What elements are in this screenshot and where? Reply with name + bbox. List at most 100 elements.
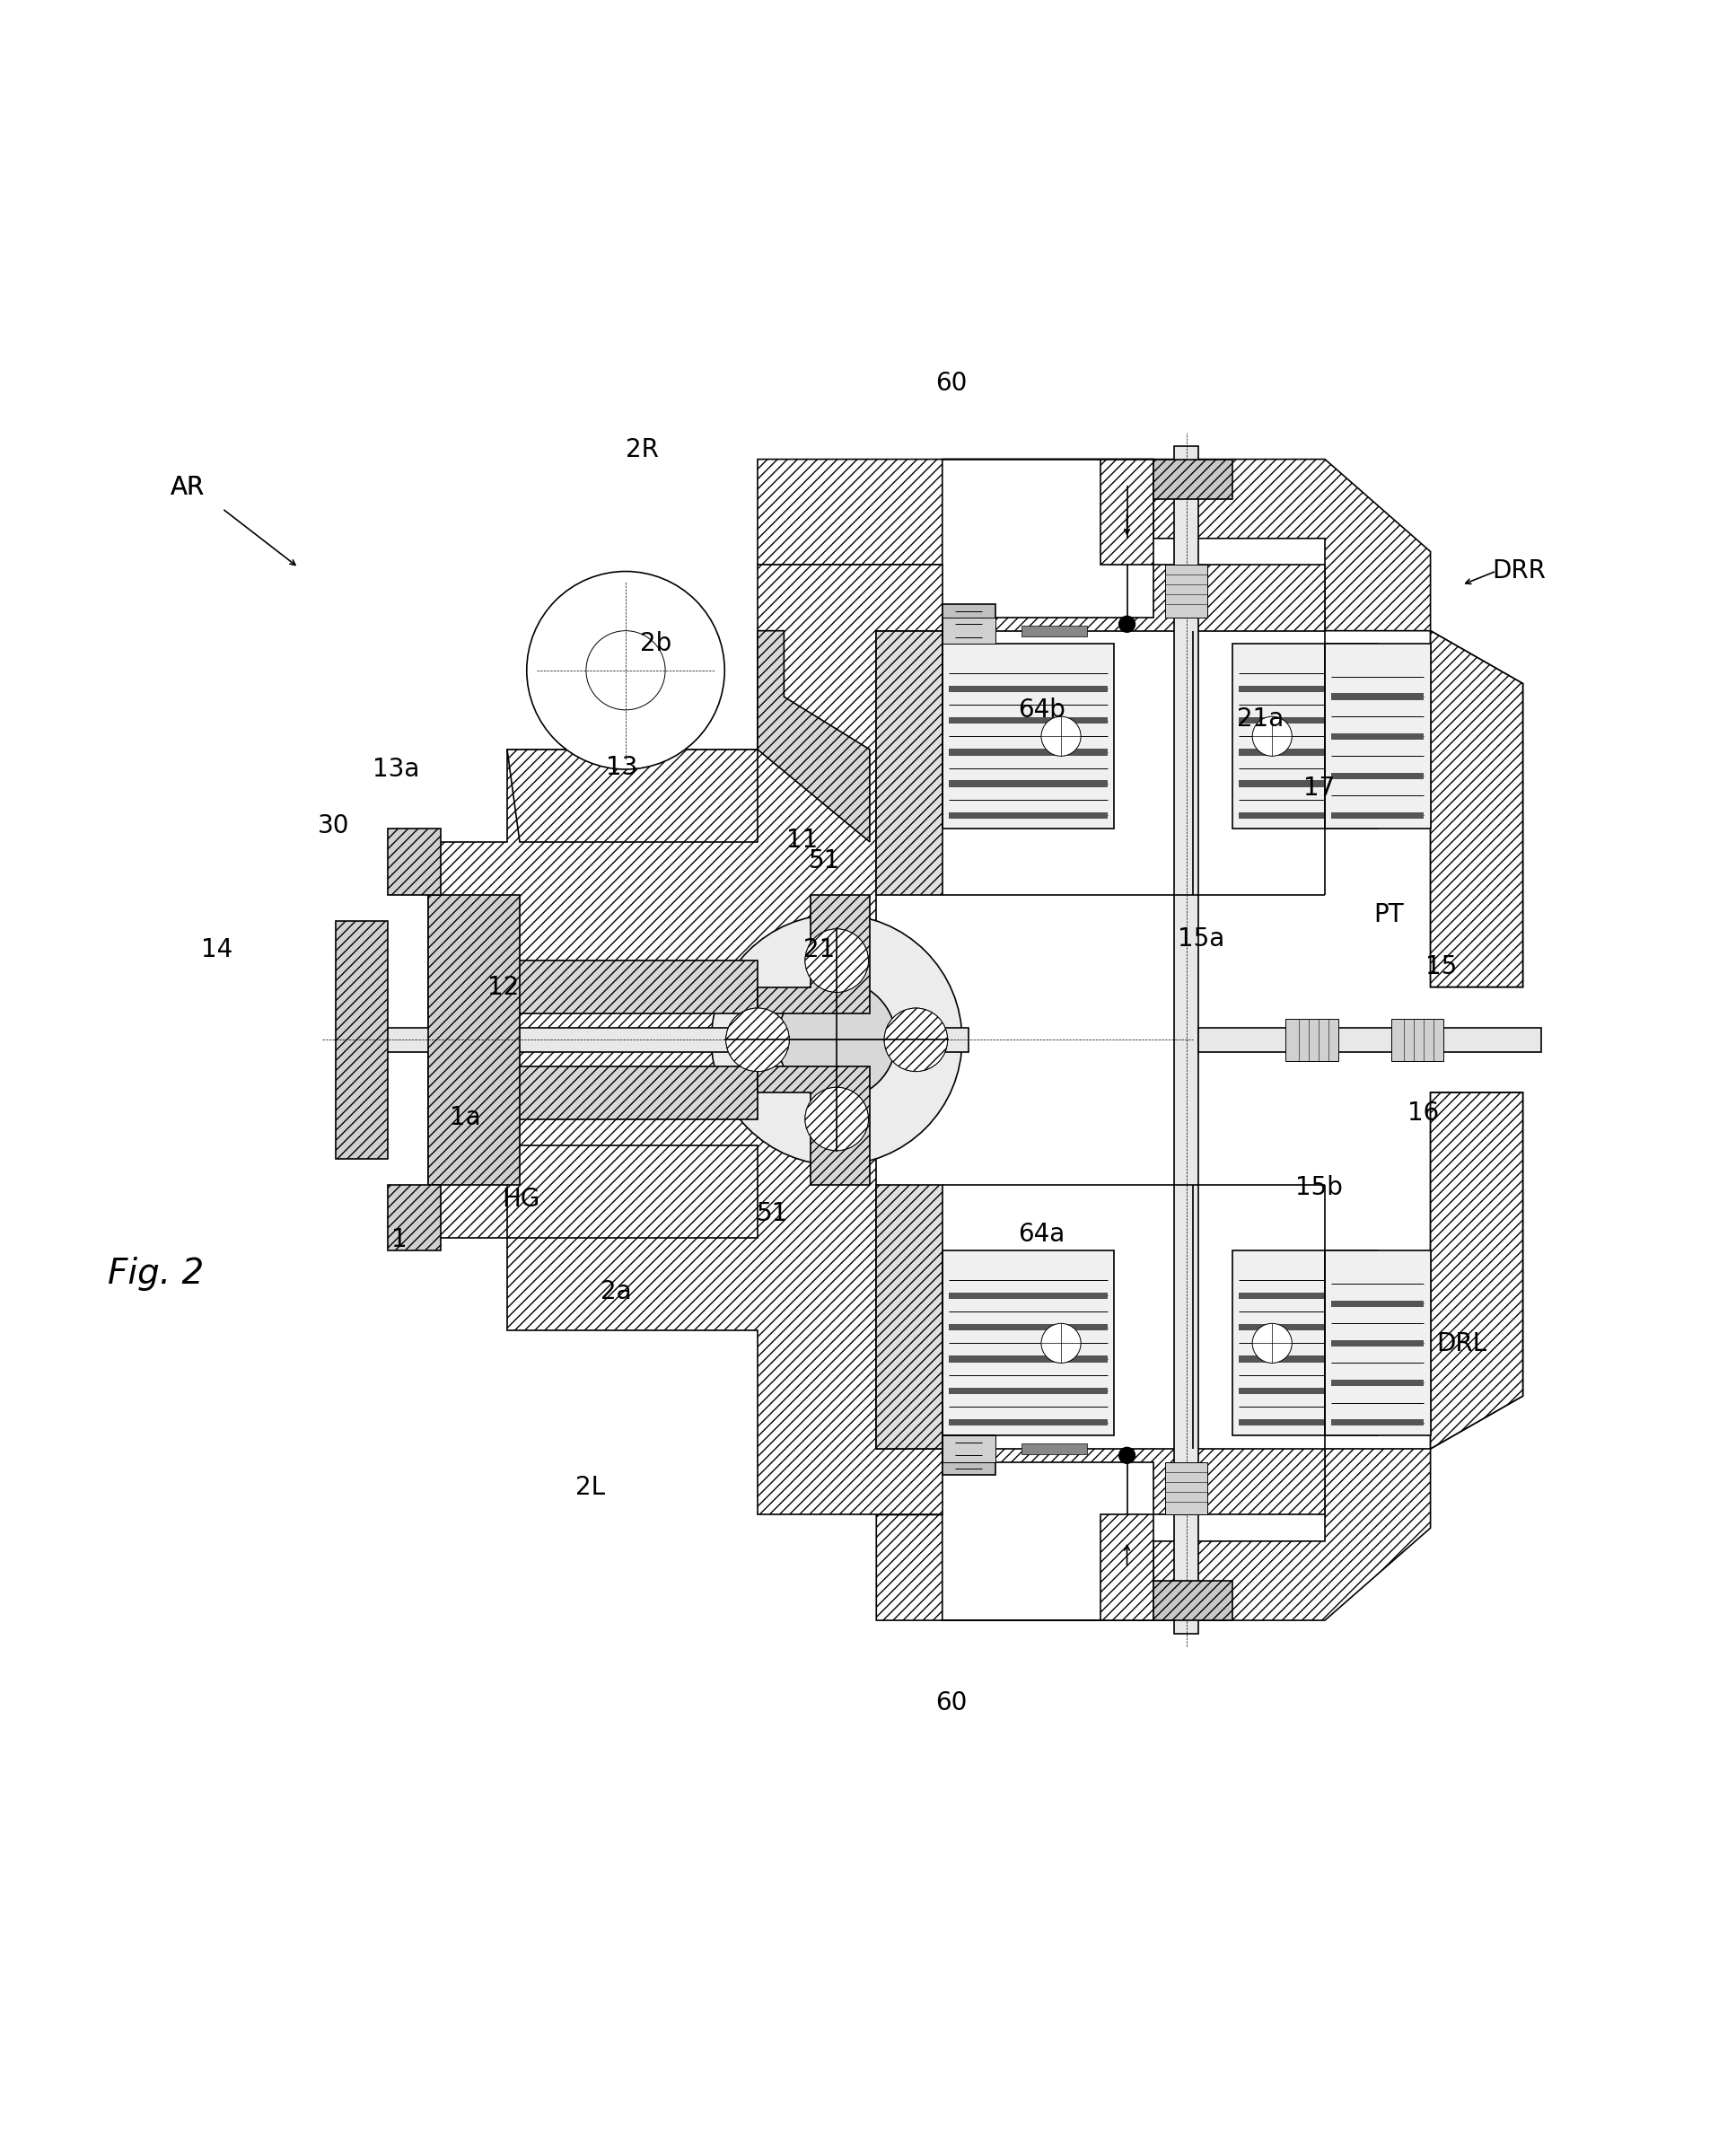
- Bar: [950, 718, 1108, 724]
- Polygon shape: [757, 632, 870, 842]
- Text: 51: 51: [757, 1201, 788, 1225]
- Bar: [1021, 1444, 1087, 1455]
- Polygon shape: [427, 894, 521, 1184]
- Text: 1: 1: [391, 1227, 408, 1253]
- Polygon shape: [1430, 1092, 1522, 1448]
- Bar: [1332, 1380, 1424, 1386]
- Bar: [1240, 748, 1371, 756]
- Text: 30: 30: [318, 814, 349, 838]
- Polygon shape: [335, 922, 389, 1158]
- Text: AR: AR: [170, 475, 205, 501]
- Text: 21: 21: [804, 937, 835, 963]
- Polygon shape: [1430, 632, 1522, 986]
- Bar: [1332, 694, 1424, 701]
- Bar: [1240, 1418, 1371, 1425]
- Bar: [342, 1027, 969, 1051]
- Polygon shape: [877, 1184, 943, 1448]
- Bar: [950, 1292, 1108, 1298]
- Bar: [1240, 780, 1371, 787]
- Polygon shape: [1153, 460, 1233, 499]
- Polygon shape: [1101, 1515, 1153, 1620]
- Bar: [943, 617, 995, 645]
- Circle shape: [806, 928, 868, 993]
- Bar: [1240, 1324, 1371, 1330]
- Circle shape: [806, 1087, 868, 1150]
- Text: PT: PT: [1373, 903, 1404, 928]
- Polygon shape: [389, 1184, 441, 1251]
- Circle shape: [712, 915, 962, 1165]
- Bar: [943, 1436, 995, 1461]
- Text: 14: 14: [201, 937, 233, 963]
- Polygon shape: [427, 961, 757, 1014]
- Bar: [950, 1356, 1108, 1362]
- Circle shape: [884, 1008, 948, 1072]
- Text: 60: 60: [936, 372, 967, 395]
- Text: 15a: 15a: [1177, 926, 1226, 952]
- Polygon shape: [943, 604, 995, 645]
- Text: DRR: DRR: [1493, 559, 1545, 585]
- Text: 51: 51: [809, 849, 840, 872]
- Text: 15b: 15b: [1295, 1176, 1344, 1199]
- Polygon shape: [757, 1066, 870, 1184]
- Text: 2a: 2a: [601, 1279, 632, 1304]
- Polygon shape: [507, 750, 757, 842]
- Bar: [950, 1418, 1108, 1425]
- Polygon shape: [1101, 460, 1153, 565]
- Bar: [1240, 812, 1371, 819]
- Polygon shape: [877, 632, 943, 894]
- Bar: [1391, 1019, 1444, 1062]
- Bar: [1332, 812, 1424, 819]
- Bar: [1285, 1019, 1338, 1062]
- Bar: [950, 1324, 1108, 1330]
- Circle shape: [778, 980, 896, 1098]
- Polygon shape: [877, 1448, 1430, 1620]
- Bar: [1233, 1251, 1378, 1436]
- Text: 16: 16: [1408, 1100, 1439, 1126]
- Bar: [1233, 645, 1378, 830]
- Bar: [1332, 733, 1424, 739]
- Polygon shape: [427, 565, 943, 1515]
- Circle shape: [1252, 716, 1292, 756]
- Text: 11: 11: [786, 827, 818, 853]
- Bar: [1165, 1461, 1208, 1515]
- Bar: [1240, 718, 1371, 724]
- Text: 13: 13: [606, 754, 637, 780]
- Bar: [1332, 774, 1424, 780]
- Bar: [950, 686, 1108, 692]
- Bar: [1240, 1356, 1371, 1362]
- Bar: [1332, 1341, 1424, 1347]
- Polygon shape: [1430, 1092, 1522, 1448]
- Polygon shape: [427, 1066, 757, 1120]
- Bar: [1325, 645, 1430, 830]
- Text: AR: AR: [170, 475, 205, 501]
- Bar: [1240, 686, 1371, 692]
- Text: DRL: DRL: [1436, 1330, 1488, 1356]
- Bar: [1240, 1292, 1371, 1298]
- Polygon shape: [757, 460, 1430, 632]
- Bar: [943, 1251, 1115, 1436]
- Circle shape: [1042, 716, 1082, 756]
- Circle shape: [726, 1008, 790, 1072]
- Circle shape: [1120, 617, 1135, 632]
- Bar: [950, 748, 1108, 756]
- Circle shape: [526, 572, 724, 769]
- Text: 60: 60: [936, 1691, 967, 1715]
- Bar: [1165, 565, 1208, 617]
- Bar: [1175, 447, 1198, 1633]
- Text: 15: 15: [1425, 954, 1457, 980]
- Circle shape: [1120, 1448, 1135, 1463]
- Text: 13a: 13a: [372, 756, 420, 782]
- Polygon shape: [943, 1436, 995, 1474]
- Circle shape: [806, 928, 868, 993]
- Polygon shape: [757, 894, 870, 1014]
- Bar: [1198, 1027, 1542, 1051]
- Text: 64b: 64b: [1017, 698, 1066, 722]
- Bar: [943, 645, 1115, 830]
- Bar: [1021, 625, 1087, 636]
- Circle shape: [806, 1087, 868, 1150]
- Polygon shape: [1430, 632, 1522, 986]
- Circle shape: [1252, 1324, 1292, 1362]
- Polygon shape: [943, 565, 1325, 632]
- Text: HG: HG: [502, 1186, 540, 1212]
- Circle shape: [1042, 1324, 1082, 1362]
